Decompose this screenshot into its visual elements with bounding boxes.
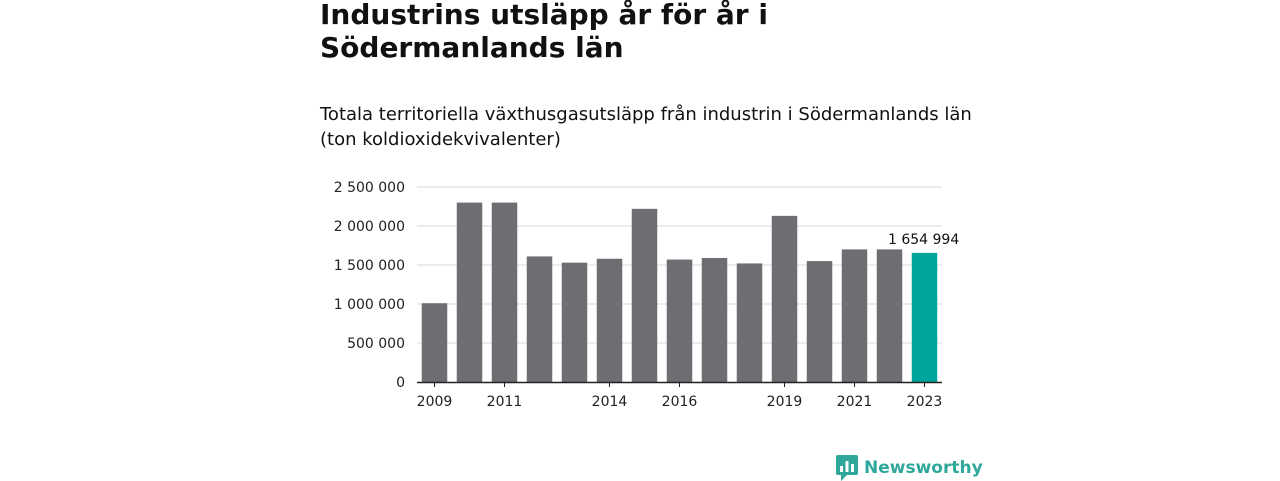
y-tick-label: 500 000 xyxy=(347,336,405,352)
y-tick-label: 1 500 000 xyxy=(334,258,405,274)
bar xyxy=(596,258,623,382)
y-tick-label: 2 500 000 xyxy=(334,180,405,196)
bar xyxy=(561,262,588,382)
chart-subtitle: Totala territoriella växthusgasutsläpp f… xyxy=(320,104,972,150)
bar xyxy=(876,249,903,382)
bar xyxy=(421,303,448,382)
x-tick-label: 2014 xyxy=(592,394,628,410)
x-tick-label: 2019 xyxy=(767,394,803,410)
bar xyxy=(666,259,693,382)
bar xyxy=(771,215,798,382)
x-tick-label: 2023 xyxy=(907,394,943,410)
y-tick-label: 1 000 000 xyxy=(334,297,405,313)
bar xyxy=(701,257,728,382)
bar-value-label: 1 654 994 xyxy=(888,232,959,248)
bar xyxy=(806,261,833,382)
x-tick-label: 2021 xyxy=(837,394,873,410)
bar-highlight xyxy=(911,252,938,382)
chart-title: Industrins utsläpp år för år i Södermanl… xyxy=(320,0,768,64)
bar xyxy=(456,202,483,382)
y-tick-label: 0 xyxy=(396,375,405,391)
bar xyxy=(736,263,763,382)
brand-logo[interactable]: Newsworthy xyxy=(836,455,983,481)
x-tick-label: 2011 xyxy=(487,394,523,410)
bar xyxy=(526,256,553,382)
brand-name: Newsworthy xyxy=(864,458,983,478)
newsworthy-logo-icon xyxy=(836,455,858,481)
bar xyxy=(841,249,868,382)
y-tick-label: 2 000 000 xyxy=(334,219,405,235)
x-tick-label: 2016 xyxy=(662,394,698,410)
bar xyxy=(631,208,658,382)
x-tick-label: 2009 xyxy=(417,394,453,410)
bar xyxy=(491,202,518,382)
